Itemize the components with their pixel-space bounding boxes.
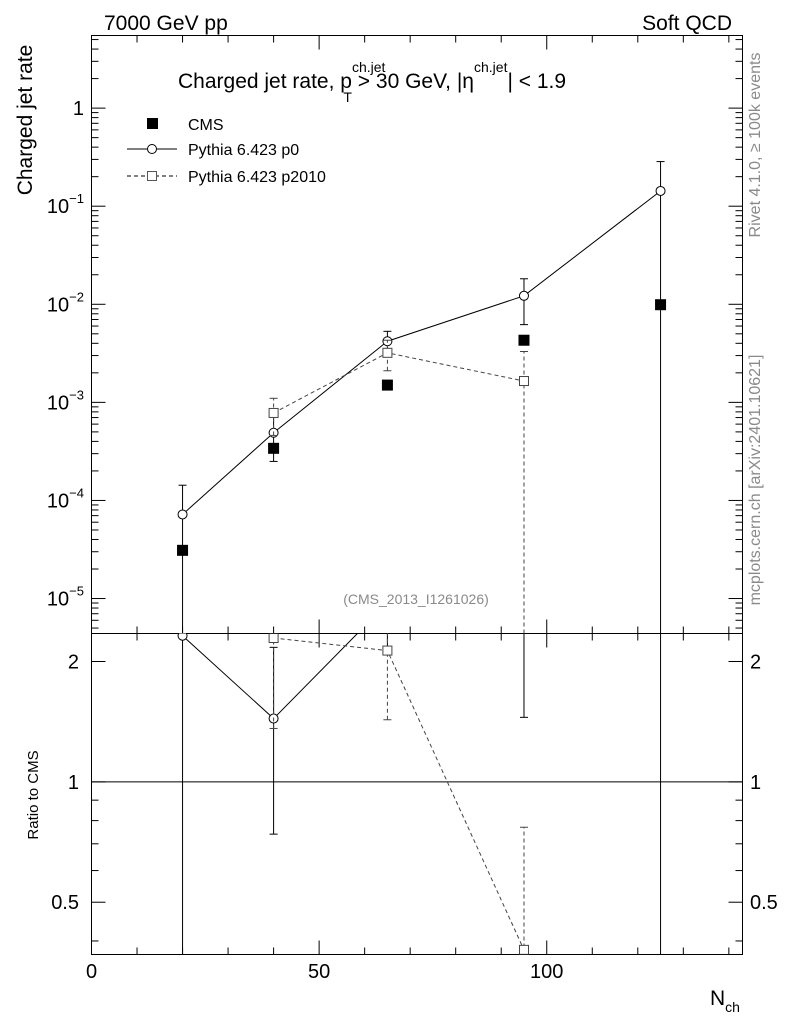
plot-title: Charged jet rate, pch.jet T > 30 GeV, |ηc… [178,59,566,105]
y-tick-label-mantissa: 10 [47,490,69,512]
category-label: Soft QCD [642,12,732,35]
y-tick-label-mantissa: 1 [73,98,84,120]
title-prefix: Charged jet rate, p [178,70,352,93]
ratio-p2010-point [382,645,393,656]
y-tick-label-main: 10−5 [47,584,84,611]
cms-data-point [518,334,530,346]
y-tick-label-ratio: 1 [68,772,79,794]
y-tick-label-main: 10−4 [47,485,84,512]
cms-data-point [381,379,393,391]
energy-label: 7000 GeV pp [104,12,228,35]
ratio-series-line [182,633,359,720]
y-tick-label-mantissa: 10 [47,196,69,218]
ratio-axis-ticks: 2 2 1 1 0.5 0.5 [51,652,778,942]
main-series [177,161,667,634]
p0-data-point [518,290,529,301]
y-tick-label-mantissa: 10 [47,294,69,316]
title-pt-sub: T [343,89,352,105]
legend-p2010-label: Pythia 6.423 p2010 [188,169,326,186]
main-axis-ticks: 110−110−210−310−410−5 [47,39,743,629]
y-tick-label-ratio: 2 [68,652,79,674]
y-tick-label-mantissa: 10 [47,589,69,611]
y-tick-label-main: 10−3 [47,387,84,414]
x-axis-label-main: N [710,987,725,1010]
p2010-data-point [268,407,279,418]
title-eta-sup: ch.jet [474,59,508,75]
y-tick-label-exponent: −4 [69,485,84,500]
series-line [182,190,661,515]
p2010-data-point [518,376,529,387]
y-tick-label-exponent: −3 [69,387,84,402]
ratio-p0-point [177,633,188,641]
y-tick-label-exponent: −2 [69,289,84,304]
y-tick-label-mantissa: 10 [47,392,69,414]
title-middle: > 30 GeV, |η [352,70,474,93]
ratio-p2010-point [268,633,279,643]
series-line [273,352,525,414]
ratio-series-line [273,637,525,951]
x-axis-ticks: 0 50 100 [86,35,730,983]
title-suffix: | < 1.9 [507,70,566,93]
legend-cms-label: CMS [188,117,224,134]
x-tick-label: 0 [86,961,97,983]
analysis-id: (CMS_2013_I1261026) [343,591,489,607]
y-tick-label-main: 1 [73,98,84,120]
x-tick-label: 100 [530,961,563,983]
y-axis-label-main: Charged jet rate [14,45,37,196]
ratio-series [177,633,662,955]
rivet-label: Rivet 4.1.0, ≥ 100k events [747,53,764,238]
p0-data-point [655,185,666,196]
legend-p2010-marker [147,171,157,181]
ratio-p2010-point [518,944,529,955]
x-axis-label: Nch [710,987,740,1015]
legend-cms-marker [147,118,158,129]
y-tick-label-ratio-right: 2 [750,652,761,674]
legend-p0-label: Pythia 6.423 p0 [188,142,299,159]
x-tick-label: 50 [308,961,330,983]
ratio-plot-frame [91,633,743,955]
y-tick-label-ratio: 0.5 [51,892,79,914]
mcplots-label: mcplots.cern.ch [arXiv:2401.10621] [747,355,764,606]
title-pt-sup: ch.jet [352,59,386,75]
y-tick-label-main: 10−2 [47,289,84,316]
y-tick-label-exponent: −5 [69,584,84,599]
y-tick-label-ratio-right: 1 [750,772,761,794]
y-tick-label-ratio-right: 0.5 [750,892,778,914]
legend: CMS Pythia 6.423 p0 Pythia 6.423 p2010 [127,117,326,186]
y-tick-label-exponent: −1 [69,191,84,206]
y-tick-label-main: 10−1 [47,191,84,218]
x-axis-label-sub: ch [725,999,740,1015]
y-axis-label-ratio: Ratio to CMS [25,750,42,839]
legend-p0-marker [147,144,157,154]
p2010-data-point [382,347,393,358]
p0-data-point [177,509,188,520]
